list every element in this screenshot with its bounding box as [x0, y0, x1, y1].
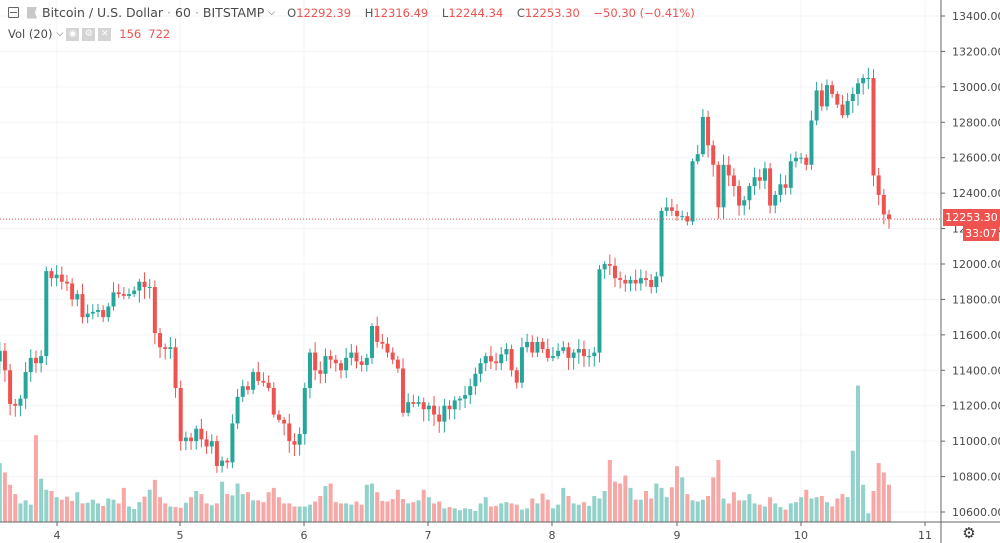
symbol-legend: Bitcoin / U.S. Dollar · 60 · BITSTAMP ⌵ …	[8, 5, 695, 20]
symbol-flag-icon	[27, 6, 37, 19]
high-key: H	[364, 5, 374, 20]
separator: ·	[167, 5, 172, 20]
svg-text:10: 10	[794, 529, 808, 542]
current-price-label: 12253.30	[943, 209, 1000, 226]
chevron-down-icon[interactable]: ⌵	[56, 29, 64, 39]
change-value: −50.30 (−0.41%)	[593, 5, 695, 20]
close-key: C	[516, 5, 525, 20]
volume-value: 722	[148, 27, 171, 41]
svg-text:11400.00: 11400.00	[952, 364, 1000, 377]
exchange-label[interactable]: BITSTAMP	[202, 5, 265, 20]
close-value: 12253.30	[524, 5, 580, 20]
settings-icon[interactable]: ⚙	[82, 27, 96, 41]
svg-text:9: 9	[674, 529, 681, 542]
open-value: 12292.39	[296, 5, 352, 20]
svg-text:10800.00: 10800.00	[952, 471, 1000, 484]
svg-text:11800.00: 11800.00	[952, 293, 1000, 306]
low-value: 12244.34	[448, 5, 504, 20]
svg-text:11600.00: 11600.00	[952, 329, 1000, 342]
chevron-down-icon[interactable]: ⌵	[268, 7, 276, 18]
svg-text:11000.00: 11000.00	[952, 435, 1000, 448]
svg-text:12400.00: 12400.00	[952, 187, 1000, 200]
svg-text:10600.00: 10600.00	[952, 506, 1000, 519]
symbol-title[interactable]: Bitcoin / U.S. Dollar	[42, 5, 164, 20]
svg-text:12000.00: 12000.00	[952, 258, 1000, 271]
svg-text:12600.00: 12600.00	[952, 152, 1000, 165]
bar-countdown-label: 33:07	[963, 226, 999, 241]
interval-label[interactable]: 60	[175, 5, 191, 20]
ohlc-values: O12292.39 H12316.49 L12244.34 C12253.30 …	[287, 6, 695, 20]
low-key: L	[441, 5, 449, 20]
svg-text:11200.00: 11200.00	[952, 400, 1000, 413]
svg-text:5: 5	[177, 529, 184, 542]
close-icon[interactable]: ✕	[98, 27, 112, 41]
eye-icon[interactable]: ◉	[66, 27, 80, 41]
svg-text:13200.00: 13200.00	[952, 45, 1000, 58]
svg-text:13400.00: 13400.00	[952, 10, 1000, 23]
volume-value: 156	[119, 27, 142, 41]
svg-text:12800.00: 12800.00	[952, 116, 1000, 129]
separator: ·	[194, 5, 199, 20]
svg-text:7: 7	[425, 529, 432, 542]
svg-text:8: 8	[549, 529, 556, 542]
volume-indicator-label[interactable]: Vol (20)	[8, 27, 53, 41]
svg-text:4: 4	[54, 529, 61, 542]
svg-text:13000.00: 13000.00	[952, 81, 1000, 94]
open-key: O	[287, 5, 297, 20]
collapse-legend-button[interactable]	[8, 7, 19, 18]
svg-text:11: 11	[918, 529, 932, 542]
chart-settings-gear-icon[interactable]: ⚙	[962, 524, 976, 542]
volume-legend: Vol (20) ⌵ ◉ ⚙ ✕ 156 722	[8, 27, 170, 41]
svg-text:6: 6	[301, 529, 308, 542]
high-value: 12316.49	[373, 5, 429, 20]
